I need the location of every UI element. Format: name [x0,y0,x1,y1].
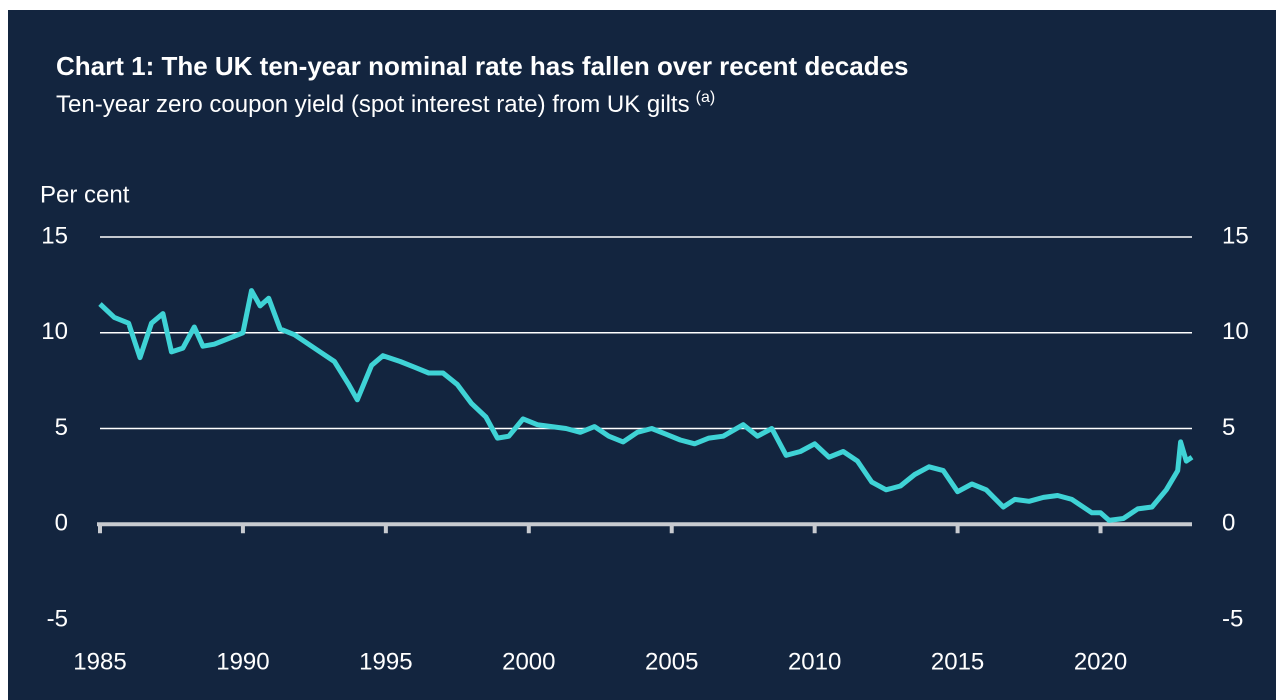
x-tick-label: 2010 [788,648,841,675]
y2-tick-label: 0 [1222,510,1235,537]
x-tick-label: 2020 [1074,648,1127,675]
y-tick-label: 10 [41,318,68,345]
y-tick-label: 0 [55,510,68,537]
y-tick-label: -5 [47,605,68,632]
y2-tick-label: -5 [1222,605,1243,632]
y-tick-label: 5 [55,414,68,441]
y2-tick-label: 15 [1222,222,1249,249]
data-line [98,288,1194,523]
chart-subtitle: Ten-year zero coupon yield (spot interes… [56,89,715,118]
y-axis-label: Per cent [40,181,130,208]
x-tick-label: 2005 [645,648,698,675]
x-tick-label: 1985 [73,648,126,675]
y-tick-label: 15 [41,222,68,249]
y2-tick-label: 10 [1222,318,1249,345]
chart-title: Chart 1: The UK ten-year nominal rate ha… [56,51,909,81]
background [8,10,1276,700]
subtitle-text: Ten-year zero coupon yield (spot interes… [56,91,690,118]
y2-tick-label: 5 [1222,414,1235,441]
x-tick-label: 2000 [502,648,555,675]
x-tick-label: 1995 [359,648,412,675]
x-tick-label: 1990 [216,648,269,675]
x-tick-label: 2015 [931,648,984,675]
subtitle-note: (a) [696,89,716,106]
